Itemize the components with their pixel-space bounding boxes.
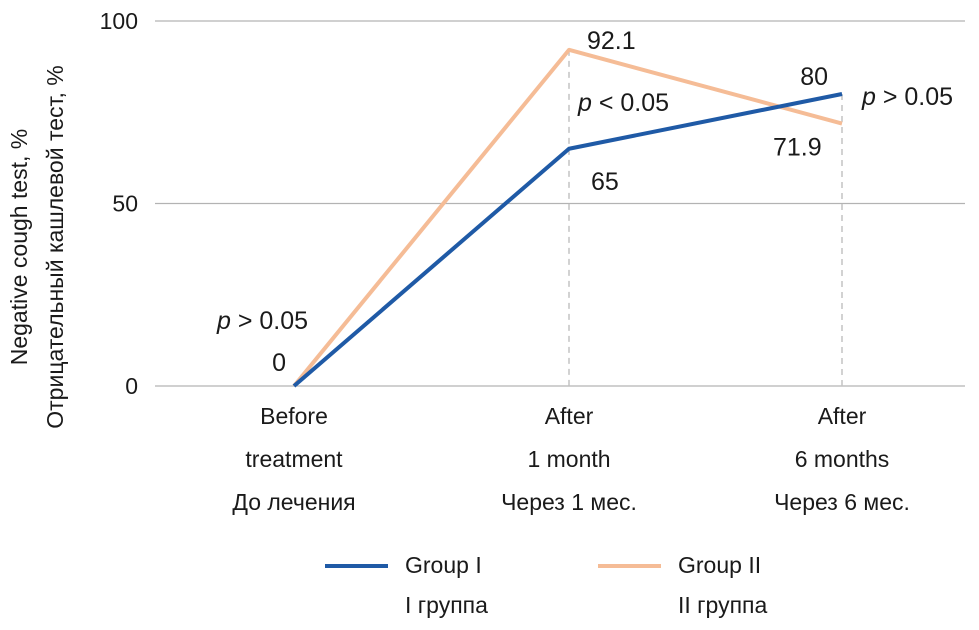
data-label: 71.9	[773, 134, 822, 162]
y-tick-label: 50	[112, 191, 138, 217]
p-value-text: > 0.05	[876, 83, 953, 111]
y-tick-labels: 0 50 100	[100, 8, 138, 399]
y-tick-label: 100	[100, 8, 138, 34]
y-axis-title: Negative cough test, % Отрицательный кашл…	[6, 65, 68, 429]
y-axis-title-line: Отрицательный кашлевой тест, %	[42, 65, 68, 429]
p-value-text: > 0.05	[231, 307, 308, 335]
p-value-annotation: p < 0.05	[577, 89, 669, 117]
x-category-label: treatment	[245, 446, 343, 472]
y-tick-label: 0	[125, 373, 138, 399]
p-value-annotation: p > 0.05	[861, 83, 953, 111]
legend-label: I группа	[405, 592, 488, 618]
series-line	[292, 92, 843, 388]
legend-label: Group II	[678, 552, 761, 578]
p-value-annotation: p > 0.05	[216, 307, 308, 335]
x-category-label: Before	[260, 403, 328, 429]
legend: Group I I группа Group II II группа	[325, 552, 768, 618]
x-category-label: 1 month	[527, 446, 610, 472]
grid-lines	[155, 20, 965, 387]
data-label: 92.1	[587, 27, 636, 55]
x-category-label: Через 6 мес.	[774, 489, 910, 515]
p-symbol: p	[861, 83, 876, 111]
x-category-label: Через 1 мес.	[501, 489, 637, 515]
p-symbol: p	[216, 307, 231, 335]
x-category-label: After	[545, 403, 594, 429]
data-labels: 0 92.1 65 80 71.9	[272, 27, 828, 377]
x-category-labels: Before treatment До лечения After 1 month Чер…	[232, 403, 910, 515]
y-axis-title-line: Negative cough test, %	[6, 129, 32, 366]
x-category-label: 6 months	[795, 446, 890, 472]
p-symbol: p	[577, 89, 592, 117]
data-label: 0	[272, 349, 286, 377]
legend-item: Group I I группа	[325, 552, 488, 618]
x-category-label: До лечения	[232, 489, 355, 515]
series-line	[292, 47, 843, 388]
category-guide-lines	[568, 49, 843, 386]
p-value-text: < 0.05	[592, 89, 669, 117]
legend-label: Group I	[405, 552, 482, 578]
legend-label: II группа	[678, 592, 768, 618]
series-lines	[292, 47, 843, 388]
data-label: 65	[591, 168, 619, 196]
legend-item: Group II II группа	[598, 552, 768, 618]
x-category-label: After	[818, 403, 867, 429]
data-label: 80	[800, 63, 828, 91]
p-value-annotations: p > 0.05p < 0.05 p > 0.05	[216, 83, 953, 335]
